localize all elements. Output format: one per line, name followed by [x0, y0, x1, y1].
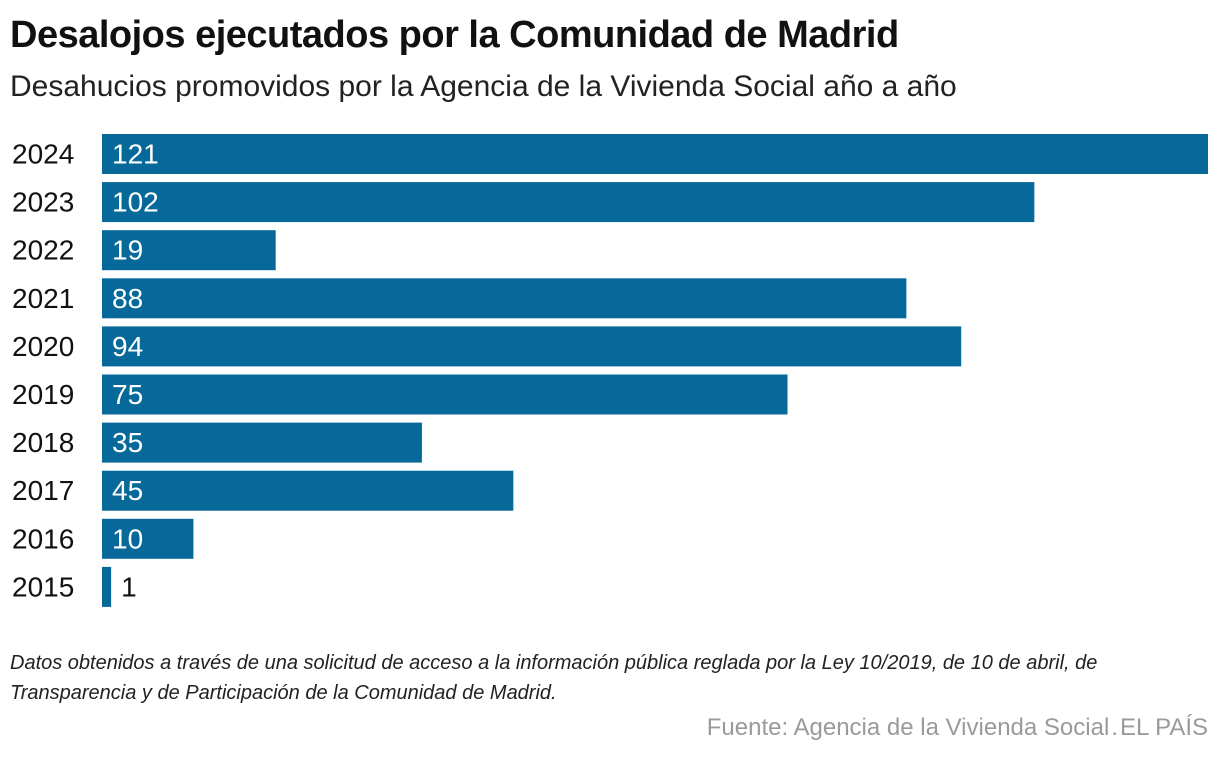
chart-subtitle: Desahucios promovidos por la Agencia de …	[10, 70, 957, 103]
value-label: 102	[112, 187, 159, 218]
value-label: 19	[112, 235, 143, 266]
source-text: Fuente: Agencia de la Vivienda Social	[706, 714, 1110, 741]
bar-2024	[102, 134, 1208, 174]
value-label: 1	[121, 571, 137, 602]
source-separator: .	[1111, 714, 1118, 741]
bar-2016	[102, 518, 194, 559]
value-label: 121	[112, 139, 159, 170]
category-label: 2017	[12, 475, 74, 506]
source-line: Fuente: Agencia de la Vivienda Social.EL…	[707, 714, 1208, 742]
chart-title: Desalojos ejecutados por la Comunidad de…	[10, 14, 899, 56]
value-label: 10	[112, 523, 143, 554]
value-label: 75	[112, 379, 143, 410]
category-label: 2016	[12, 523, 74, 554]
value-label: 45	[112, 475, 143, 506]
value-label: 35	[112, 427, 143, 458]
category-label: 2021	[12, 283, 74, 314]
category-label: 2020	[12, 331, 74, 362]
bar-2018	[102, 422, 422, 463]
bar-2021	[102, 278, 907, 319]
value-label: 88	[112, 283, 143, 314]
value-label: 94	[112, 331, 143, 362]
category-label: 2019	[12, 379, 74, 410]
category-label: 2015	[12, 571, 74, 602]
bar-chart: 2024 121 2023 102 2022 19 2021 88 2020 94 2019 75 20…	[12, 134, 1208, 607]
category-label: 2024	[12, 139, 74, 170]
category-label: 2023	[12, 187, 74, 218]
bar-2019	[102, 374, 788, 415]
bar-2023	[102, 182, 1035, 223]
bar-2022	[102, 230, 276, 271]
bar-2020	[102, 326, 962, 367]
bar-2017	[102, 470, 514, 511]
bar-2015	[102, 566, 112, 607]
publisher-name: EL PAÍS	[1119, 714, 1208, 741]
footnote: Datos obtenidos a través de una solicitu…	[10, 652, 1098, 704]
category-label: 2018	[12, 427, 74, 458]
category-label: 2022	[12, 235, 74, 266]
